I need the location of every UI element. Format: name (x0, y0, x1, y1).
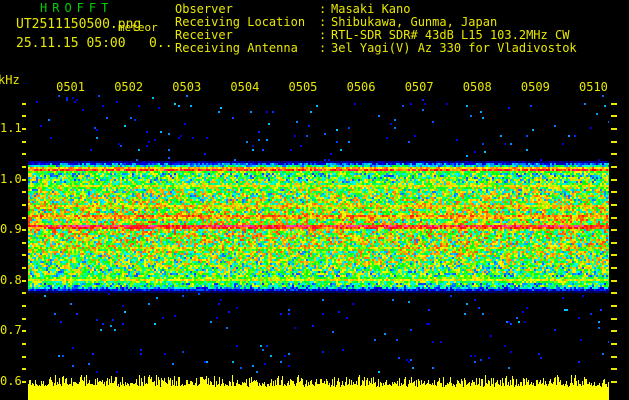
y-axis-tick-mark-left (22, 141, 26, 143)
y-axis-tick-mark-right (611, 229, 617, 231)
info-colon: : (319, 2, 327, 16)
amplitude-strip (28, 373, 609, 400)
x-axis-tick-label: 0506 (346, 80, 376, 94)
y-axis-tick-mark-left (22, 115, 26, 117)
y-axis-tick-mark-left (22, 217, 26, 219)
y-axis-tick-mark-left (22, 179, 26, 181)
y-axis-tick-mark-left (22, 128, 26, 130)
info-key: Receiving Antenna (175, 41, 298, 55)
info-key: Observer (175, 2, 233, 16)
y-axis-tick-mark-left (22, 292, 26, 294)
info-row: Receiving Antenna:3el Yagi(V) Az 330 for… (175, 42, 577, 55)
y-axis-tick-mark-right (611, 330, 617, 332)
info-key: Receiver (175, 28, 233, 42)
y-axis-tick-mark-right (611, 292, 617, 294)
y-axis-tick-mark-left (22, 305, 26, 307)
capture-datetime: 25.11.15 05:00 0.. (16, 36, 173, 51)
info-value: RTL-SDR SDR# 43dB L15 103.2MHz CW (331, 28, 570, 42)
x-axis-labels: 0501 0502 0503 0504 0505 0506 0507 0508 0509 0510 (0, 81, 629, 95)
x-axis-tick-label: 0501 (56, 80, 85, 94)
y-axis-tick-mark-left (22, 166, 26, 168)
app-title: HROFFT (40, 1, 114, 15)
y-axis-unit: kHz (0, 73, 20, 87)
y-axis-tick-mark-right (611, 381, 617, 383)
y-axis-tick-mark-right (611, 318, 617, 320)
y-axis-tick-mark-right (611, 128, 617, 130)
y-axis-tick-mark-left (22, 191, 26, 193)
y-axis-tick-mark-left (22, 280, 26, 282)
y-axis-tick-label: 1.1 (0, 121, 22, 135)
info-value: 3el Yagi(V) Az 330 for Vladivostok (331, 41, 577, 55)
meteor-overlay-label: meteor (118, 21, 158, 34)
info-row: Observer: Masaki Kano (175, 3, 577, 16)
info-row: Receiver: RTL-SDR SDR# 43dB L15 103.2MHz … (175, 29, 577, 42)
info-colon: : (319, 41, 327, 55)
y-axis-tick-label: 1.0 (0, 171, 22, 186)
info-value: Masaki Kano (331, 2, 411, 16)
x-axis-tick-label: 0504 (230, 80, 260, 94)
x-axis-tick-label: 0508 (462, 80, 492, 94)
y-axis-tick-mark-right (611, 267, 617, 269)
y-axis-tick-label: 0.8 (0, 272, 22, 287)
y-axis-tick-mark-right (611, 191, 617, 193)
y-axis-tick-label: 0.9 (0, 222, 22, 237)
y-axis-tick-mark-right (611, 153, 617, 155)
filename-label: UT2511150500.png (16, 17, 142, 32)
y-axis-tick-mark-left (22, 267, 26, 269)
info-key: Receiving Location (175, 15, 306, 29)
y-axis-tick-mark-right (611, 103, 617, 105)
x-axis-tick-label: 0503 (172, 80, 202, 94)
y-axis-tick-mark-left (22, 229, 26, 231)
y-axis-tick-mark-right (611, 343, 617, 345)
spectrogram-plot[interactable] (28, 95, 609, 373)
amplitude-canvas (28, 373, 609, 400)
y-axis-tick-mark-right (611, 204, 617, 206)
y-axis-tick-mark-left (22, 242, 26, 244)
y-axis-tick-mark-left (22, 103, 26, 105)
x-axis-tick-label: 0509 (520, 80, 550, 94)
y-axis-tick-mark-right (611, 280, 617, 282)
station-info-block: Observer: Masaki Kano Receiving Location: S… (175, 3, 577, 55)
info-row: Receiving Location: Shibukawa, Gunma, Jap… (175, 16, 577, 29)
y-axis-tick-mark-left (22, 381, 26, 383)
x-axis-tick-label: 0505 (288, 80, 318, 94)
y-axis-tick-mark-left (22, 368, 26, 370)
y-axis-tick-mark-right (611, 368, 617, 370)
y-axis-tick-mark-right (611, 254, 617, 256)
y-axis-tick-mark-right (611, 179, 617, 181)
x-axis-tick-label: 0502 (114, 80, 144, 94)
y-axis-tick-mark-right (611, 166, 617, 168)
y-axis-tick-label: 0.6 (0, 374, 22, 388)
y-axis-tick-mark-right (611, 115, 617, 117)
x-axis-tick-label: 0507 (404, 80, 434, 94)
y-axis-tick-label: 0.7 (0, 323, 22, 338)
spectrogram-canvas[interactable] (28, 95, 609, 373)
info-value: Shibukawa, Gunma, Japan (331, 15, 498, 29)
y-axis-tick-mark-right (611, 141, 617, 143)
y-axis-labels: 1.1 1.0 0.9 0.8 0.7 0.6 (0, 0, 28, 400)
y-axis-tick-mark-left (22, 204, 26, 206)
y-axis-tick-mark-left (22, 343, 26, 345)
info-colon: : (319, 15, 327, 29)
y-axis-tick-mark-left (22, 153, 26, 155)
y-axis-tick-mark-right (611, 305, 617, 307)
y-axis-tick-mark-left (22, 318, 26, 320)
y-axis-tick-mark-right (611, 217, 617, 219)
y-axis-tick-mark-left (22, 254, 26, 256)
info-colon: : (319, 28, 327, 42)
x-axis-tick-label: 0510 (579, 80, 608, 94)
y-axis-tick-mark-left (22, 356, 26, 358)
y-axis-tick-mark-left (22, 330, 26, 332)
y-axis-tick-mark-right (611, 356, 617, 358)
y-axis-tick-mark-right (611, 242, 617, 244)
